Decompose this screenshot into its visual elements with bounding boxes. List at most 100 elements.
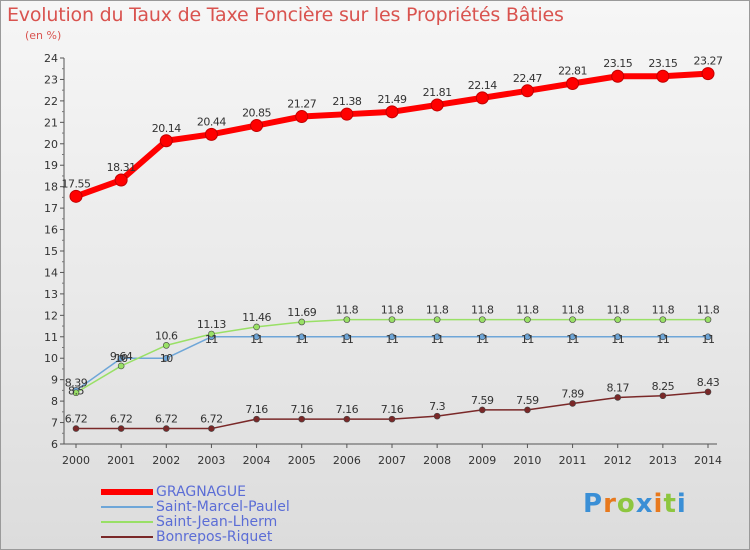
data-point: [250, 119, 264, 133]
x-tick-label: 2007: [378, 454, 406, 467]
data-point: [614, 316, 622, 323]
chart-title: Evolution du Taux de Taxe Foncière sur l…: [7, 4, 564, 26]
legend-swatch: [101, 506, 153, 508]
data-point: [524, 406, 531, 414]
data-point: [433, 316, 441, 323]
data-label: 11.69: [287, 306, 316, 319]
data-label: 8.43: [697, 376, 720, 389]
y-tick-label: 19: [44, 159, 58, 172]
data-point: [656, 69, 670, 83]
data-label: 8.25: [652, 380, 675, 393]
data-label: 21.38: [332, 95, 361, 108]
data-point: [298, 318, 306, 326]
data-point: [614, 394, 622, 401]
legend-swatch: [101, 521, 153, 523]
data-point: [343, 333, 351, 341]
data-label: 11.8: [606, 304, 629, 317]
x-tick-label: 2013: [649, 454, 677, 467]
data-point: [701, 67, 715, 81]
data-label: 7.16: [336, 403, 359, 416]
data-point: [298, 333, 306, 341]
data-label: 20.44: [197, 115, 226, 128]
x-tick-label: 2003: [197, 454, 225, 467]
x-tick-label: 2002: [152, 454, 180, 467]
data-label: 11.8: [516, 304, 539, 317]
data-label: 23.15: [603, 57, 632, 70]
data-label: 17.55: [62, 177, 91, 190]
data-point: [388, 333, 396, 341]
data-point: [704, 388, 712, 396]
data-label: 10: [160, 352, 173, 365]
data-label: 10.6: [155, 329, 178, 342]
x-tick-label: 2010: [513, 454, 541, 467]
data-point: [433, 412, 441, 420]
data-label: 18.31: [107, 161, 136, 174]
data-label: 6.72: [155, 413, 178, 426]
data-label: 11.8: [561, 304, 584, 317]
axes: 6 7 8 9 10 11 12 13 14 15 16 17 18 19 20 21 22 23 24 2000 20…: [44, 52, 722, 467]
legend-item: Bonrepos-Riquet: [101, 529, 361, 545]
data-label: 22.81: [558, 65, 587, 78]
y-tick-label: 10: [44, 352, 58, 365]
x-tick-label: 2009: [468, 454, 496, 467]
y-tick-label: 8: [51, 395, 58, 408]
data-point: [253, 323, 260, 331]
data-point: [117, 425, 125, 432]
data-point: [475, 91, 489, 105]
data-label: 8.39: [65, 377, 88, 390]
data-label: 11.8: [381, 304, 404, 317]
x-tick-label: 2001: [107, 454, 135, 467]
x-tick-label: 2005: [288, 454, 316, 467]
data-label: 8.17: [606, 381, 629, 394]
data-label: 11: [566, 333, 579, 346]
data-point: [117, 362, 125, 370]
y-tick-label: 11: [44, 331, 58, 344]
data-point: [385, 105, 399, 119]
data-point: [340, 107, 354, 121]
data-point: [388, 316, 396, 323]
y-tick-label: 12: [44, 309, 58, 322]
data-label: 11: [656, 333, 669, 346]
data-point: [611, 69, 625, 83]
data-label: 8.5: [68, 384, 84, 397]
legend-label: GRAGNAGUE: [156, 484, 246, 500]
data-label: 11.13: [197, 318, 226, 331]
x-tick-label: 2004: [243, 454, 271, 467]
data-point: [72, 425, 80, 432]
data-label: 23.15: [648, 57, 677, 70]
data-label: 11: [340, 333, 353, 346]
data-label: 11: [295, 333, 308, 346]
data-point: [569, 400, 576, 407]
y-tick-label: 9: [51, 374, 58, 387]
legend-item: Saint-Marcel-Paulel: [101, 499, 361, 515]
y-tick-label: 16: [44, 224, 58, 237]
data-label: 21.49: [378, 93, 407, 106]
y-tick-label: 15: [44, 245, 58, 258]
data-point: [388, 415, 396, 423]
y-tick-label: 21: [44, 116, 58, 129]
data-point: [295, 110, 309, 124]
data-point: [343, 316, 351, 323]
data-label: 9.64: [110, 350, 133, 363]
data-label: 7.89: [561, 387, 584, 400]
data-label: 22.14: [468, 79, 497, 92]
data-point: [569, 333, 576, 341]
y-tick-label: 13: [44, 288, 58, 301]
data-point: [162, 354, 170, 362]
data-point: [478, 316, 486, 323]
data-point: [614, 333, 622, 341]
data-point: [524, 316, 531, 323]
x-tick-label: 2000: [62, 454, 90, 467]
data-point: [478, 333, 486, 341]
data-label: 7.16: [381, 403, 404, 416]
data-point: [566, 77, 580, 91]
data-point: [253, 415, 260, 423]
data-point: [704, 316, 712, 323]
data-label: 6.72: [110, 413, 133, 426]
data-label: 11: [205, 333, 218, 346]
data-point: [69, 189, 83, 203]
data-label: 11: [386, 333, 399, 346]
series-layer: [69, 67, 715, 432]
